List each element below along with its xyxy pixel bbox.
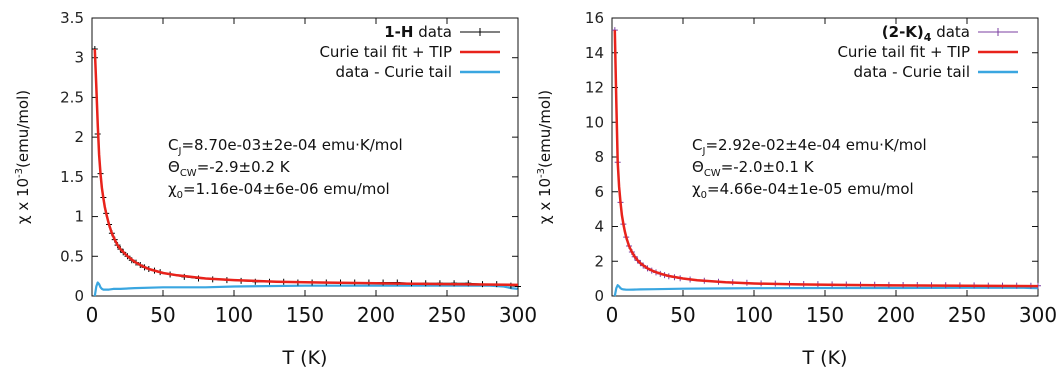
parameter-subscript: J (701, 146, 705, 157)
y-tick-label: 10 (585, 113, 604, 131)
x-tick-label: 100 (215, 303, 253, 327)
x-tick-label: 100 (735, 303, 773, 327)
legend-fit-text: Curie tail fit + TIP (837, 43, 970, 61)
parameter-value: =8.70e-03±2e-04 emu·K/mol (181, 136, 402, 154)
y-axis-title-main: χ x 10 (536, 178, 554, 224)
y-tick-label: 2 (74, 128, 84, 146)
parameter-theta: ΘCW=-2.9±0.2 K (168, 158, 291, 179)
legend-marker (994, 28, 1002, 36)
parameter-symbol: C (168, 136, 178, 154)
parameter-symbol: Θ (692, 158, 704, 176)
parameter-subscript: 0 (701, 190, 707, 201)
parameter-value: =-2.0±0.1 K (721, 158, 815, 176)
legend: 1-H data Curie tail fit + TIP data - Curie… (319, 23, 500, 81)
legend-data-text: data (931, 23, 970, 41)
y-tick-label: 3.5 (60, 9, 84, 27)
x-tick-label: 0 (606, 303, 619, 327)
legend-compound-name: (2-K) (882, 23, 924, 41)
parameter-symbol: χ (168, 180, 177, 198)
parameter-chi: χ0=1.16e-04±6e-06 emu/mol (168, 180, 390, 201)
parameter-subscript: 0 (177, 190, 183, 201)
series-line-data (94, 48, 519, 287)
x-tick-label: 200 (357, 303, 395, 327)
parameter-c: CJ=2.92e-02±4e-04 emu·K/mol (692, 136, 927, 157)
y-tick-label: 16 (585, 9, 604, 27)
legend-diff-text: data - Curie tail (854, 63, 970, 81)
legend-label-fit: Curie tail fit + TIP (319, 43, 452, 61)
parameter-symbol: C (692, 136, 702, 154)
y-axis-title-exponent: -3 (536, 168, 547, 178)
y-axis-title-main: χ x 10 (14, 178, 32, 224)
legend-data-text: data (413, 23, 452, 41)
series-line-data (614, 30, 1038, 287)
parameter-theta: ΘCW=-2.0±0.1 K (692, 158, 815, 179)
parameter-value: =1.16e-04±6e-06 emu/mol (183, 180, 390, 198)
x-tick-label: 50 (150, 303, 175, 327)
parameter-value: =2.92e-02±4e-04 emu·K/mol (705, 136, 926, 154)
x-tick-label: 250 (948, 303, 986, 327)
y-axis-title: χ x 10-3(emu/mol) (14, 90, 32, 224)
parameter-value: =-2.9±0.2 K (197, 158, 291, 176)
y-axis-title-unit: (emu/mol) (14, 90, 32, 168)
y-tick-label: 0.5 (60, 247, 84, 265)
x-tick-label: 150 (286, 303, 324, 327)
y-tick-label: 6 (594, 183, 604, 201)
y-tick-label: 3 (74, 49, 84, 67)
legend-label-diff: data - Curie tail (854, 63, 970, 81)
legend-label-diff: data - Curie tail (336, 63, 452, 81)
y-tick-label: 0 (594, 287, 604, 305)
legend-label-data: 1-H data (384, 23, 452, 41)
parameter-subscript: CW (180, 168, 197, 179)
x-tick-label: 250 (428, 303, 466, 327)
y-tick-label: 1.5 (60, 168, 84, 186)
legend-compound-name: 1-H (384, 23, 413, 41)
legend-label-fit: Curie tail fit + TIP (837, 43, 970, 61)
y-tick-label: 12 (585, 79, 604, 97)
y-axis-title-exponent: -3 (14, 168, 25, 178)
x-tick-label: 300 (499, 303, 537, 327)
y-axis-title: χ x 10-3(emu/mol) (536, 90, 554, 224)
y-tick-label: 0 (74, 287, 84, 305)
y-tick-label: 8 (594, 148, 604, 166)
y-tick-label: 1 (74, 208, 84, 226)
y-tick-label: 2.5 (60, 88, 84, 106)
parameter-symbol: Θ (168, 158, 180, 176)
fit-parameters: CJ=8.70e-03±2e-04 emu·K/molΘCW=-2.9±0.2 … (168, 136, 403, 201)
chart-panel-1: 0 50 100 150 200 250 300 0 0.5 1 1.5 2 2.5 3 3.5 T (K) χ… (14, 9, 537, 369)
parameter-chi: χ0=4.66e-04±1e-05 emu/mol (692, 180, 914, 201)
plot-frame (611, 17, 1039, 297)
x-tick-label: 150 (806, 303, 844, 327)
parameter-c: CJ=8.70e-03±2e-04 emu·K/mol (168, 136, 403, 157)
legend-diff-text: data - Curie tail (336, 63, 452, 81)
plot-frame (91, 17, 519, 297)
y-axis-title-unit: (emu/mol) (536, 90, 554, 168)
legend-label-data: (2-K)4 data (882, 23, 970, 44)
x-axis-title: T (K) (802, 347, 848, 369)
x-tick-label: 300 (1019, 303, 1057, 327)
parameter-value: =4.66e-04±1e-05 emu/mol (707, 180, 914, 198)
x-axis-title: T (K) (282, 347, 328, 369)
fit-parameters: CJ=2.92e-02±4e-04 emu·K/molΘCW=-2.0±0.1 … (692, 136, 927, 201)
parameter-subscript: CW (704, 168, 721, 179)
series-line-fit (613, 30, 1039, 288)
legend-fit-text: Curie tail fit + TIP (319, 43, 452, 61)
y-tick-label: 4 (594, 218, 604, 236)
y-tick-label: 2 (594, 252, 604, 270)
x-tick-label: 200 (877, 303, 915, 327)
legend-compound-subscript: 4 (924, 31, 932, 44)
chart-panel-2: 0 50 100 150 200 250 300 0 2 4 6 8 10 12 14 16 T (K) χ x … (536, 9, 1057, 369)
x-tick-label: 50 (670, 303, 695, 327)
parameter-subscript: J (177, 146, 181, 157)
parameter-symbol: χ (692, 180, 701, 198)
y-tick-label: 14 (585, 44, 604, 62)
series-line-fit (93, 48, 519, 287)
legend-marker (476, 28, 484, 36)
x-tick-label: 0 (86, 303, 99, 327)
